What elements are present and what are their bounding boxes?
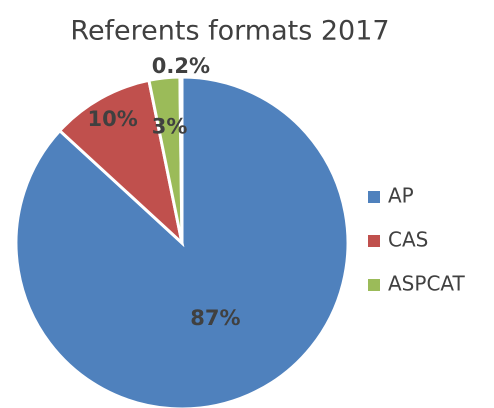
pie-slice <box>57 78 185 248</box>
data-label: 0.2% <box>152 54 210 78</box>
data-label: 87% <box>190 306 240 330</box>
legend-swatch <box>368 191 380 203</box>
legend-swatch <box>368 279 380 291</box>
legend-label: ASPCAT <box>388 272 466 296</box>
legend-label: CAS <box>388 228 428 252</box>
data-label: 3% <box>152 114 188 138</box>
chart-title: Referents formats 2017 <box>70 16 389 47</box>
pie-slice <box>14 75 350 408</box>
legend-label: AP <box>388 184 414 208</box>
legend-swatch <box>368 235 380 247</box>
pie-slice <box>178 75 184 244</box>
data-label: 10% <box>87 107 137 131</box>
